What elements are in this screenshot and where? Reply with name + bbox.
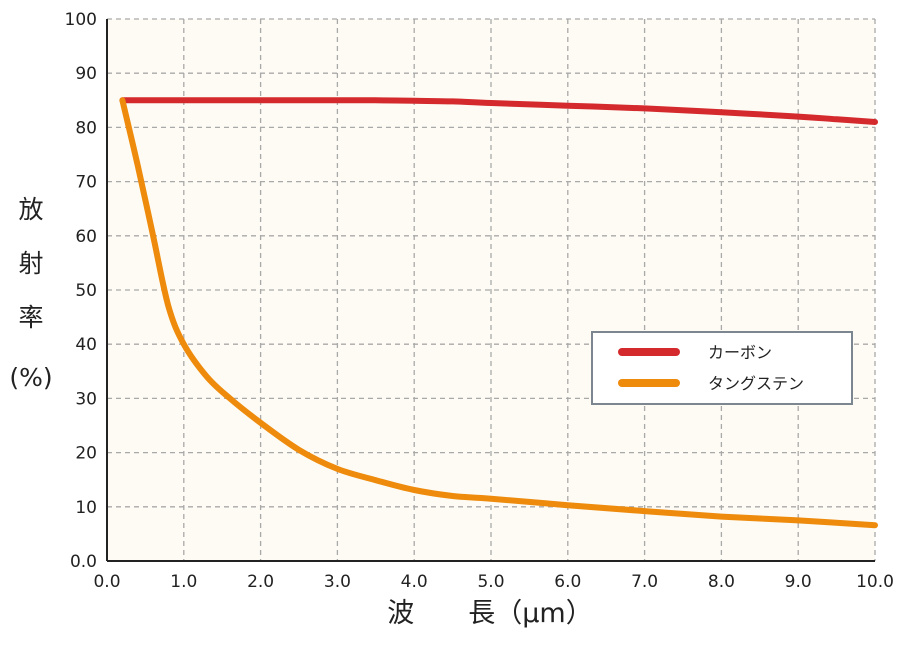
x-tick-label: 6.0 [554, 572, 581, 592]
series-line-tungsten [119, 97, 878, 529]
x-tick-label: 3.0 [324, 572, 351, 592]
y-tick-label: 20 [75, 444, 97, 464]
y-tick-label: 100 [65, 10, 97, 30]
legend-label-carbon: カーボン [708, 343, 772, 362]
y-axis-label-line: 率 [18, 303, 43, 332]
legend-label-tungsten: タングステン [708, 374, 804, 393]
y-axis-label: 放 射 率 (%) [9, 195, 52, 392]
x-tick-label: 8.0 [708, 572, 735, 592]
x-tick-label: 0.0 [93, 572, 120, 592]
y-axis-label-line: 放 [18, 195, 43, 224]
x-tick-label: 9.0 [785, 572, 812, 592]
y-tick-label: 30 [75, 389, 97, 409]
y-tick-label: 90 [75, 64, 97, 84]
y-tick-label: 50 [75, 281, 97, 301]
x-tick-label: 4.0 [401, 572, 428, 592]
y-tick-label: 60 [75, 227, 97, 247]
legend: カーボン タングステン [591, 331, 853, 405]
x-tick-label: 1.0 [170, 572, 197, 592]
y-tick-label: 80 [75, 118, 97, 138]
y-tick-label: 0.0 [70, 552, 97, 572]
y-axis-label-line: 射 [18, 249, 43, 278]
series-lines [119, 97, 878, 529]
y-tick-label: 70 [75, 173, 97, 193]
x-tick-label: 7.0 [631, 572, 658, 592]
legend-box [591, 331, 853, 405]
axes [106, 19, 875, 562]
x-tick-label: 5.0 [477, 572, 504, 592]
y-tick-labels: 0.0 10 20 30 40 50 60 70 80 90 100 [65, 10, 97, 572]
y-tick-label: 10 [75, 498, 97, 518]
series-line-carbon [119, 97, 878, 125]
x-tick-label: 10.0 [856, 572, 894, 592]
x-tick-labels: 0.0 1.0 2.0 3.0 4.0 5.0 6.0 7.0 8.0 9.0 10.0 [93, 572, 893, 592]
y-axis-label-line: (%) [9, 363, 52, 392]
y-tick-label: 40 [75, 335, 97, 355]
x-axis-label: 波 長（μm） [387, 598, 592, 629]
x-tick-label: 2.0 [247, 572, 274, 592]
